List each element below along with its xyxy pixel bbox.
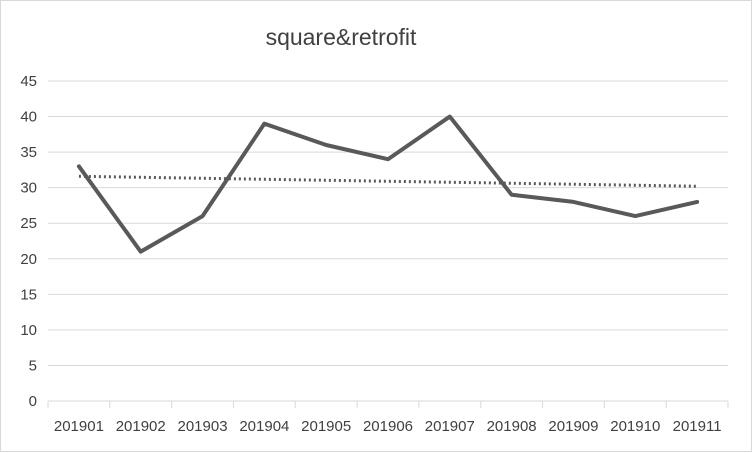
y-tick-label: 40 <box>20 109 37 126</box>
x-tick-label: 201911 <box>673 418 722 435</box>
x-tick-label: 201906 <box>363 418 413 435</box>
x-tick-label: 201907 <box>425 418 475 435</box>
y-tick-label: 10 <box>20 322 37 339</box>
y-tick-label: 0 <box>29 393 37 410</box>
y-tick-label: 5 <box>29 357 37 374</box>
y-tick-label: 20 <box>20 251 37 268</box>
y-tick-label: 35 <box>20 144 37 161</box>
x-tick-label: 201909 <box>548 418 598 435</box>
y-axis-tick-labels: 0 5 10 15 20 25 30 35 40 45 <box>20 73 37 410</box>
trendline <box>78 174 698 188</box>
y-tick-label: 30 <box>20 180 37 197</box>
x-tick-label: 201901 <box>54 418 104 435</box>
y-tick-label: 15 <box>20 286 37 303</box>
x-tick-label: 201908 <box>487 418 537 435</box>
x-tick-label: 201902 <box>116 418 166 435</box>
x-axis-tick-labels: 201901 201902 201903 201904 201905 201906 2019… <box>54 418 722 435</box>
x-tick-label: 201903 <box>178 418 228 435</box>
gridlines <box>48 80 728 366</box>
x-tick-label: 201905 <box>301 418 351 435</box>
x-tick-label: 201904 <box>239 418 289 435</box>
x-tick-label: 201910 <box>610 418 660 435</box>
chart-title: square&retrofit <box>266 24 417 50</box>
x-axis <box>47 400 729 408</box>
y-tick-label: 25 <box>20 215 37 232</box>
y-tick-label: 45 <box>20 73 37 90</box>
trendline-layer <box>78 174 698 188</box>
series-layer <box>76 114 700 254</box>
